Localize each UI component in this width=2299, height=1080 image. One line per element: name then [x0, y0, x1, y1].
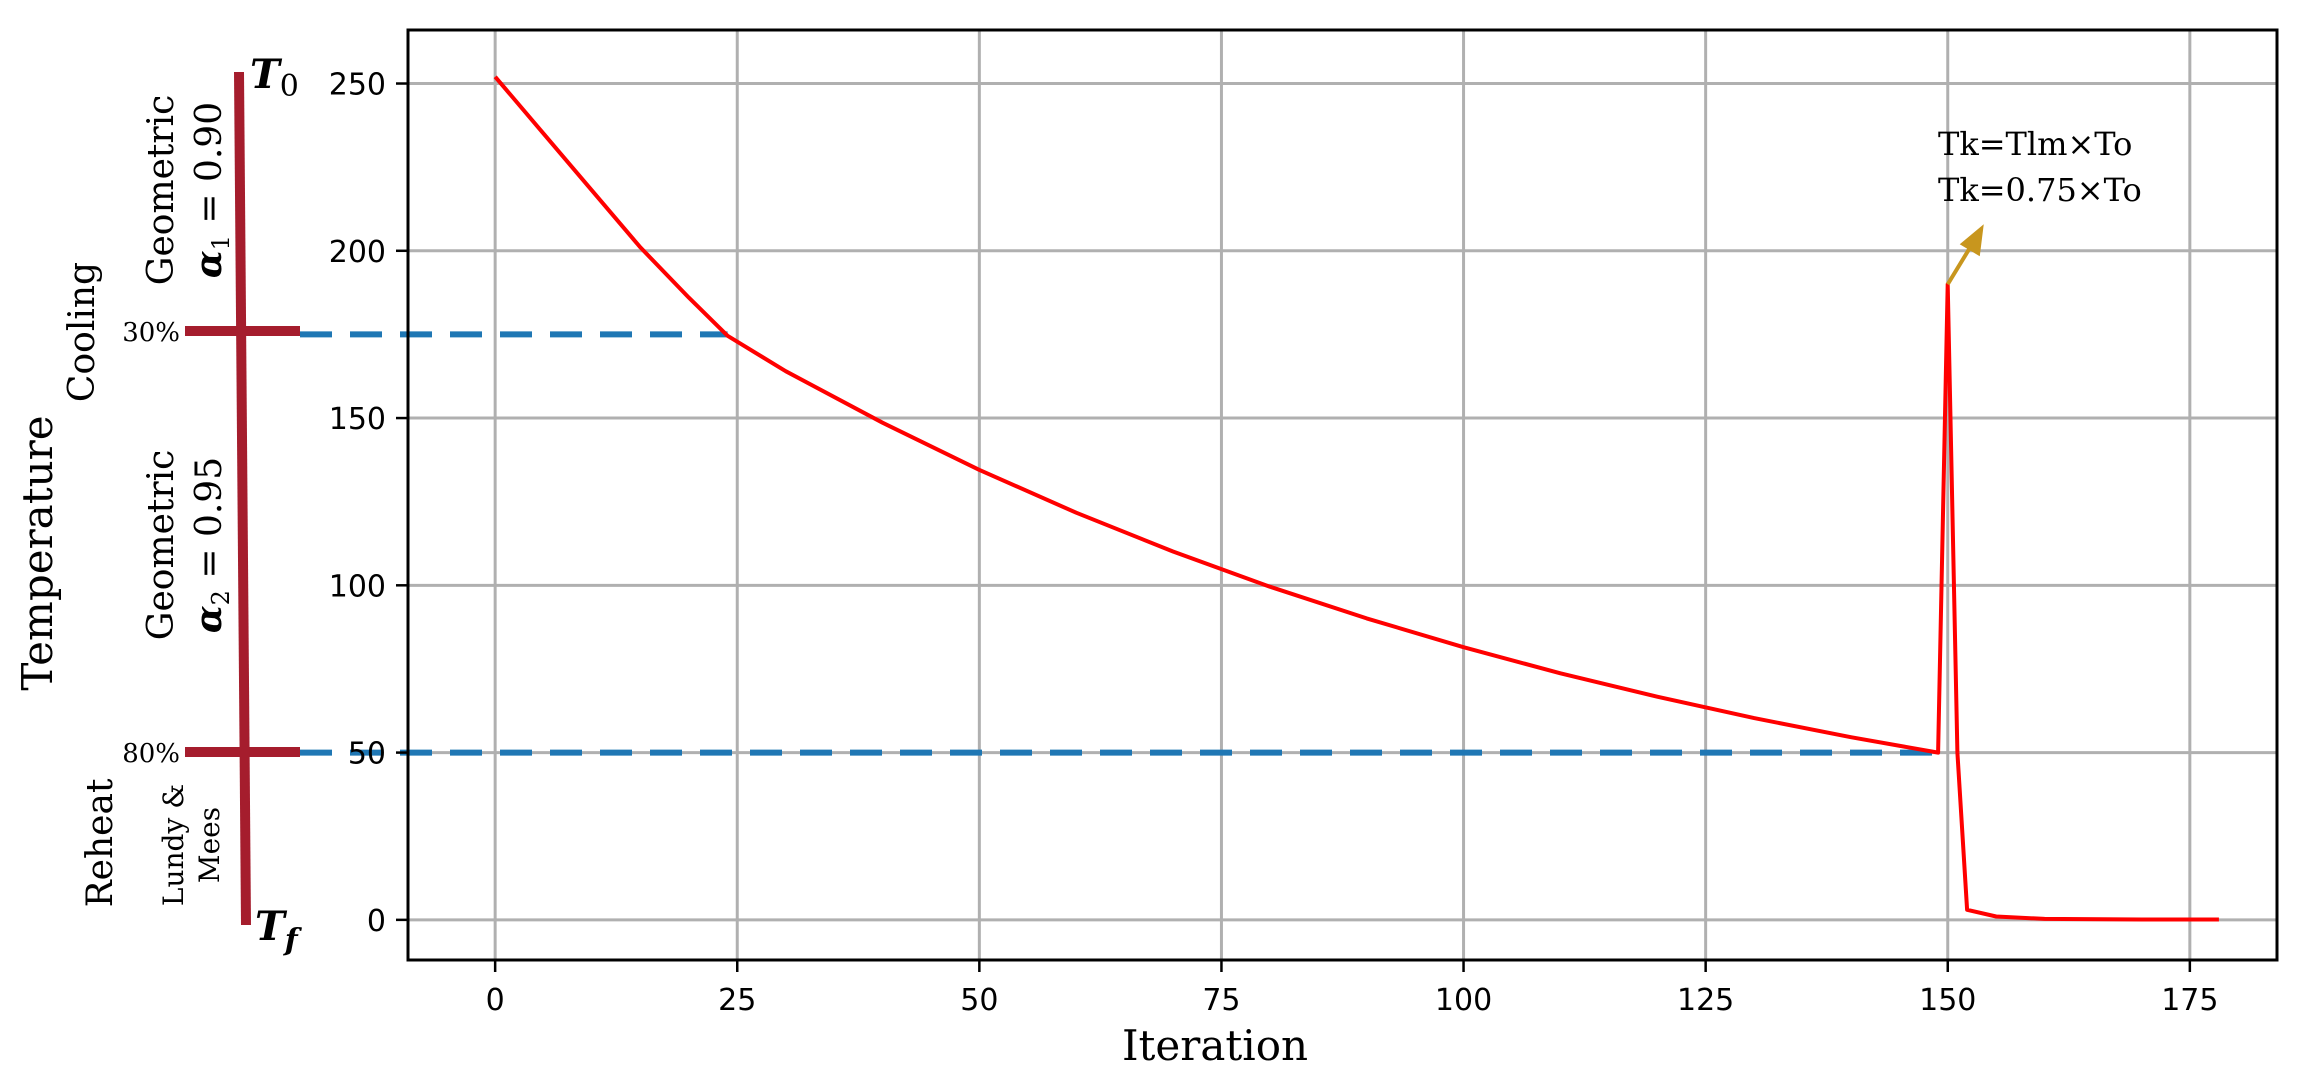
x-tick-label: 175 — [2161, 983, 2218, 1018]
t0-label: T0 — [250, 51, 299, 104]
annotation-arrow-head — [1959, 224, 1984, 257]
x-tick-label: 75 — [1202, 983, 1240, 1018]
cooling-label: Cooling — [62, 262, 103, 402]
lundy-mees-line2: Mees — [193, 807, 226, 883]
x-axis-label: Iteration — [1122, 1021, 1308, 1070]
x-tick-label: 125 — [1677, 983, 1734, 1018]
annotation-line-1: Tk=Tlm×To — [1938, 125, 2132, 163]
temperature-scale-panel: T0 Tf 30% 80% Cooling Reheat Geometric α… — [62, 51, 303, 958]
y-tick-label: 100 — [329, 569, 386, 604]
x-tick-label: 50 — [960, 983, 998, 1018]
reheat-annotation: Tk=Tlm×To Tk=0.75×To — [1938, 125, 2142, 286]
annotation-line-2: Tk=0.75×To — [1938, 171, 2142, 209]
y-tick-label: 0 — [367, 904, 386, 939]
y-tick-label: 150 — [329, 402, 386, 437]
pct-80-label: 80% — [122, 739, 180, 769]
y-tick-label: 50 — [348, 737, 386, 772]
y-axis-label: Temperature — [13, 415, 62, 690]
temperature-series-line — [493, 75, 2219, 922]
x-tick-label: 25 — [718, 983, 756, 1018]
x-tick-label: 0 — [486, 983, 505, 1018]
y-tick-label: 200 — [329, 235, 386, 270]
y-tick-label: 250 — [329, 68, 386, 103]
temperature-bar — [234, 71, 251, 926]
geometric-2-label: Geometric — [141, 450, 182, 641]
lundy-mees-line1: Lundy & — [157, 784, 190, 906]
tf-label: Tf — [255, 903, 303, 958]
x-tick-label: 150 — [1919, 983, 1976, 1018]
reference-lines — [300, 331, 1939, 756]
alpha1-label: α1 = 0.90 — [188, 102, 235, 278]
grid-layer — [408, 30, 2277, 960]
plot-frame — [406, 28, 2279, 962]
geometric-1-label: Geometric — [141, 95, 182, 286]
alpha2-label: α2 = 0.95 — [188, 457, 235, 633]
tick-layer: 0 25 50 75 100 125 150 175 0 50 100 150 200 250 — [329, 68, 2219, 1018]
x-tick-label: 100 — [1435, 983, 1492, 1018]
reheat-label: Reheat — [80, 778, 121, 907]
series-layer — [493, 75, 2219, 922]
pct-30-label: 30% — [122, 318, 180, 348]
